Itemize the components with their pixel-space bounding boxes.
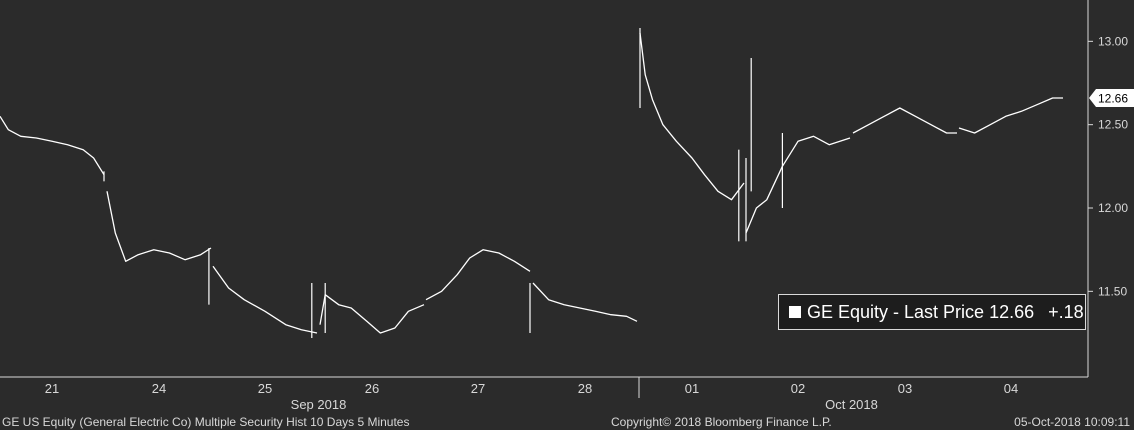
legend-change: +.18 [1048,301,1084,322]
y-axis-labels: 11.50 12.00 12.50 13.00 [1098,34,1128,298]
y-tick-label: 13.00 [1098,34,1128,48]
legend-label: GE Equity - Last Price 12.66 [807,301,1035,322]
axes [0,0,1093,398]
y-tick-label: 12.00 [1098,201,1128,215]
x-tick-label: 01 [685,381,699,396]
last-price-badge: 12.66 [1089,89,1134,107]
price-chart: 11.50 12.00 12.50 13.00 21 24 25 26 27 28 01 02 03 0… [0,0,1134,412]
x-tick-label: 25 [258,381,272,396]
y-tick-label: 11.50 [1098,284,1127,298]
x-month-label: Sep 2018 [291,397,347,412]
x-tick-label: 26 [365,381,379,396]
series-group [0,28,1063,338]
x-tick-label: 03 [898,381,912,396]
y-tick-label: 12.50 [1098,118,1128,132]
footer-security-info: GE US Equity (General Electric Co) Multi… [2,415,410,429]
legend-swatch [789,306,801,318]
x-axis-labels: 21 24 25 26 27 28 01 02 03 04 Sep 2018 Oct 2018 [45,381,1018,412]
last-price-label: 12.66 [1098,92,1128,106]
x-tick-label: 27 [471,381,485,396]
x-tick-label: 28 [578,381,592,396]
price-line [0,32,1063,334]
x-tick-label: 24 [152,381,166,396]
last-price-marker [1089,89,1134,107]
footer-copyright: Copyright© 2018 Bloomberg Finance L.P. [611,415,832,429]
footer-timestamp: 05-Oct-2018 10:09:11 [1014,415,1130,429]
x-tick-label: 04 [1004,381,1018,396]
x-tick-label: 02 [791,381,805,396]
x-month-label: Oct 2018 [825,397,878,412]
footer: GE US Equity (General Electric Co) Multi… [0,414,1134,430]
legend: GE Equity - Last Price 12.66 +.18 [778,294,1086,330]
x-tick-label: 21 [45,381,59,396]
